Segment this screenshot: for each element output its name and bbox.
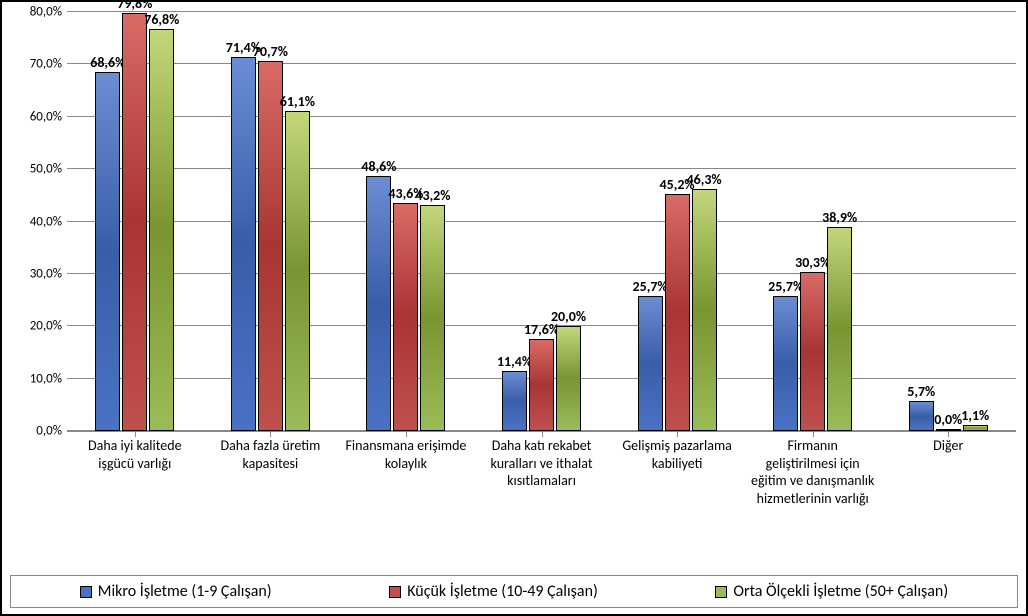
- legend-label: Küçük İşletme (10-49 Çalışan): [407, 582, 598, 601]
- bar-series-2: 43,2%: [420, 205, 445, 431]
- x-axis-labels: Daha iyi kalitede işgücü varlığı Daha fa…: [67, 437, 1016, 507]
- bar-series-0: 68,6%: [95, 72, 120, 431]
- data-label: 11,4%: [497, 353, 532, 370]
- legend-item: Mikro İşletme (1-9 Çalışan): [80, 582, 272, 601]
- category-group: 5,7% 0,0% 1,1%: [880, 12, 1016, 431]
- legend-swatch-icon: [715, 586, 727, 598]
- data-label: 5,7%: [907, 383, 935, 400]
- legend-label: Orta Ölçekli İşletme (50+ Çalışan): [733, 582, 948, 601]
- plot-area: 0,0% 10,0% 20,0% 30,0% 40,0% 50,0% 60,0%…: [67, 12, 1016, 432]
- data-label: 20,0%: [551, 308, 586, 325]
- y-tick-label: 30,0%: [7, 266, 62, 281]
- bar-series-2: 76,8%: [149, 29, 174, 431]
- x-category-label: Daha fazla üretim kapasitesi: [203, 437, 339, 507]
- bar-series-1: 30,3%: [800, 272, 825, 431]
- data-label: 1,1%: [961, 407, 989, 424]
- x-category-label: Firmanın geliştirilmesi için eğitim ve d…: [745, 437, 881, 507]
- bar-series-2: 61,1%: [285, 111, 310, 431]
- bar-series-1: 45,2%: [665, 194, 690, 431]
- y-tick-label: 0,0%: [7, 424, 62, 439]
- x-category-label: Finansmana erişimde kolaylık: [338, 437, 474, 507]
- bar-series-0: 25,7%: [638, 296, 663, 431]
- bar-series-1: 17,6%: [529, 339, 554, 431]
- bars-region: 68,6% 79,8% 76,8% 71,4% 70,7% 61,1% 48,6…: [67, 12, 1016, 431]
- bar-series-1: 0,0%: [936, 429, 961, 431]
- x-category-label: Daha katı rekabet kuralları ve ithalat k…: [474, 437, 610, 507]
- x-category-label: Gelişmiş pazarlama kabiliyeti: [609, 437, 745, 507]
- y-tick-label: 10,0%: [7, 371, 62, 386]
- x-category-label: Diğer: [880, 437, 1016, 507]
- category-group: 11,4% 17,6% 20,0%: [474, 12, 610, 431]
- y-tick-label: 70,0%: [7, 57, 62, 72]
- y-tick-label: 40,0%: [7, 214, 62, 229]
- y-tick-label: 20,0%: [7, 319, 62, 334]
- data-label: 46,3%: [687, 171, 722, 188]
- bar-series-1: 43,6%: [393, 203, 418, 431]
- legend-label: Mikro İşletme (1-9 Çalışan): [98, 582, 272, 601]
- bar-series-2: 46,3%: [692, 189, 717, 431]
- y-tick-label: 50,0%: [7, 162, 62, 177]
- bar-series-2: 20,0%: [556, 326, 581, 431]
- bar-series-0: 11,4%: [502, 371, 527, 431]
- category-group: 25,7% 30,3% 38,9%: [745, 12, 881, 431]
- bar-series-1: 70,7%: [258, 61, 283, 431]
- legend-item: Küçük İşletme (10-49 Çalışan): [389, 582, 598, 601]
- data-label: 43,2%: [415, 187, 450, 204]
- bar-series-2: 1,1%: [963, 425, 988, 431]
- data-label: 61,1%: [280, 93, 315, 110]
- data-label: 76,8%: [144, 11, 179, 28]
- data-label: 68,6%: [90, 54, 125, 71]
- bar-series-0: 25,7%: [773, 296, 798, 431]
- data-label: 30,3%: [795, 254, 830, 271]
- data-label: 25,7%: [633, 278, 668, 295]
- data-label: 0,0%: [934, 411, 962, 428]
- legend: Mikro İşletme (1-9 Çalışan) Küçük İşletm…: [10, 575, 1018, 608]
- bar-series-1: 79,8%: [122, 13, 147, 431]
- bar-series-0: 5,7%: [909, 401, 934, 431]
- category-group: 68,6% 79,8% 76,8%: [67, 12, 203, 431]
- y-tick-label: 60,0%: [7, 109, 62, 124]
- bar-series-0: 48,6%: [366, 176, 391, 431]
- legend-swatch-icon: [389, 586, 401, 598]
- legend-swatch-icon: [80, 586, 92, 598]
- bar-chart: 0,0% 10,0% 20,0% 30,0% 40,0% 50,0% 60,0%…: [0, 0, 1028, 616]
- category-group: 71,4% 70,7% 61,1%: [203, 12, 339, 431]
- bar-series-2: 38,9%: [827, 227, 852, 431]
- y-tick-label: 80,0%: [7, 5, 62, 20]
- bar-series-0: 71,4%: [231, 57, 256, 431]
- legend-item: Orta Ölçekli İşletme (50+ Çalışan): [715, 582, 948, 601]
- x-category-label: Daha iyi kalitede işgücü varlığı: [67, 437, 203, 507]
- category-group: 25,7% 45,2% 46,3%: [609, 12, 745, 431]
- data-label: 48,6%: [361, 158, 396, 175]
- data-label: 25,7%: [768, 278, 803, 295]
- data-label: 70,7%: [253, 43, 288, 60]
- category-group: 48,6% 43,6% 43,2%: [338, 12, 474, 431]
- data-label: 38,9%: [822, 209, 857, 226]
